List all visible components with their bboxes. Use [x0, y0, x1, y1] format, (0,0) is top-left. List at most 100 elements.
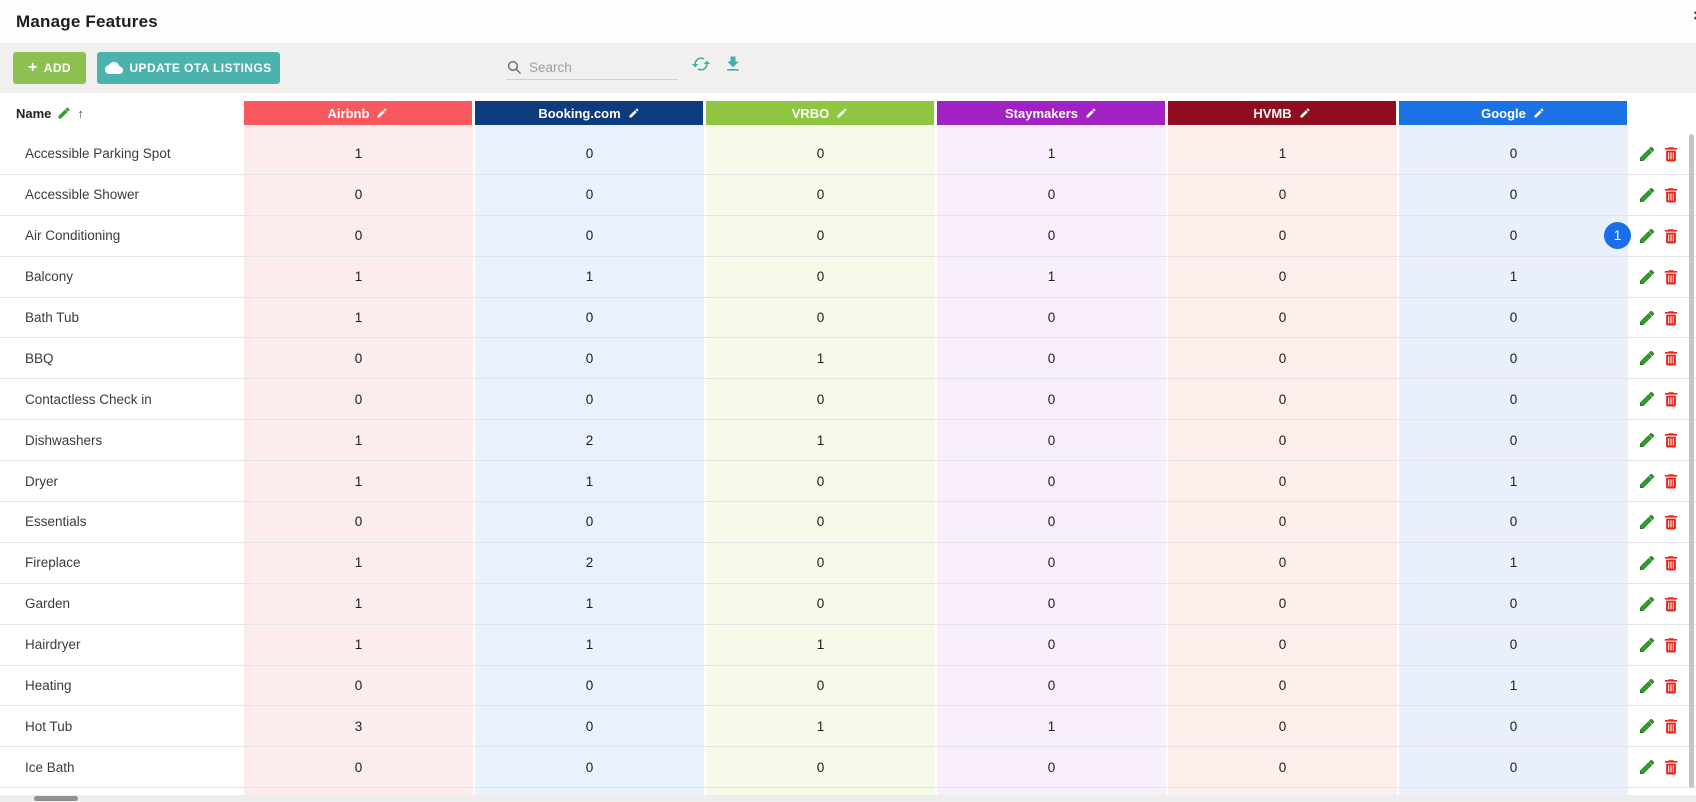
delete-row-icon[interactable] — [1662, 513, 1680, 531]
value-cell: 0 — [935, 338, 1166, 379]
update-ota-listings-button[interactable]: UPDATE OTA LISTINGS — [97, 52, 280, 84]
delete-row-icon[interactable] — [1662, 145, 1680, 163]
value-cell: 0 — [242, 379, 473, 420]
edit-row-icon[interactable] — [1638, 227, 1656, 245]
value-cell: 0 — [1397, 706, 1628, 747]
value-cell: 0 — [1166, 706, 1397, 747]
edit-column-icon[interactable] — [1533, 107, 1545, 119]
edit-column-icon[interactable] — [1085, 107, 1097, 119]
value-cell: 0 — [1397, 297, 1628, 338]
edit-row-icon[interactable] — [1638, 431, 1656, 449]
value-cell: 0 — [935, 665, 1166, 706]
delete-row-icon[interactable] — [1662, 636, 1680, 654]
edit-name-icon[interactable] — [57, 106, 71, 120]
delete-row-icon[interactable] — [1662, 431, 1680, 449]
feature-name: Bath Tub — [0, 297, 242, 338]
search-input[interactable] — [529, 60, 659, 75]
value-cell: 0 — [1166, 747, 1397, 788]
delete-row-icon[interactable] — [1662, 677, 1680, 695]
value-cell: 1 — [704, 706, 935, 747]
value-cell: 0 — [935, 502, 1166, 542]
name-column-header[interactable]: Name ↑ — [0, 101, 242, 125]
horizontal-scrollbar-thumb[interactable] — [34, 796, 78, 801]
row-actions — [1628, 256, 1696, 297]
edit-row-icon[interactable] — [1638, 309, 1656, 327]
value-cell: 0 — [935, 747, 1166, 788]
edit-column-icon[interactable] — [628, 107, 640, 119]
edit-row-icon[interactable] — [1638, 390, 1656, 408]
actions-column-header — [1628, 101, 1696, 125]
value-cell: 0 — [1166, 379, 1397, 420]
row-actions — [1628, 174, 1696, 215]
delete-row-icon[interactable] — [1662, 390, 1680, 408]
value-cell: 0 — [1166, 461, 1397, 502]
edit-row-icon[interactable] — [1638, 758, 1656, 776]
edit-row-icon[interactable] — [1638, 717, 1656, 735]
value-cell: 0 — [704, 502, 935, 542]
value-cell: 0 — [1166, 665, 1397, 706]
delete-row-icon[interactable] — [1662, 268, 1680, 286]
delete-row-icon[interactable] — [1662, 186, 1680, 204]
notification-badge: 1 — [1604, 222, 1631, 250]
column-header-google[interactable]: Google — [1397, 101, 1628, 125]
edit-row-icon[interactable] — [1638, 186, 1656, 204]
delete-row-icon[interactable] — [1662, 309, 1680, 327]
close-icon[interactable]: × — [1693, 6, 1696, 26]
edit-row-icon[interactable] — [1638, 677, 1656, 695]
value-cell: 0 — [242, 338, 473, 379]
delete-row-icon[interactable] — [1662, 554, 1680, 572]
sort-ascending-icon[interactable]: ↑ — [77, 105, 84, 121]
delete-row-icon[interactable] — [1662, 595, 1680, 613]
column-header-label: HVMB — [1253, 105, 1292, 121]
column-header-booking-com[interactable]: Booking.com — [473, 101, 704, 125]
edit-column-icon[interactable] — [1299, 107, 1311, 119]
edit-column-icon[interactable] — [836, 107, 848, 119]
refresh-icon[interactable] — [691, 54, 711, 74]
vertical-scrollbar[interactable] — [1689, 134, 1694, 788]
edit-row-icon[interactable] — [1638, 595, 1656, 613]
feature-name: Heating — [0, 665, 242, 706]
value-cell: 1 — [1397, 461, 1628, 502]
column-header-label: Staymakers — [1005, 105, 1078, 121]
row-actions — [1628, 706, 1696, 747]
column-header-vrbo[interactable]: VRBO — [704, 101, 935, 125]
edit-row-icon[interactable] — [1638, 554, 1656, 572]
delete-row-icon[interactable] — [1662, 472, 1680, 490]
value-cell: 0 — [1166, 256, 1397, 297]
edit-row-icon[interactable] — [1638, 513, 1656, 531]
edit-row-icon[interactable] — [1638, 636, 1656, 654]
update-button-label: UPDATE OTA LISTINGS — [129, 61, 272, 75]
edit-row-icon[interactable] — [1638, 472, 1656, 490]
row-actions — [1628, 624, 1696, 665]
value-cell: 0 — [935, 583, 1166, 624]
edit-row-icon[interactable] — [1638, 349, 1656, 367]
edit-row-icon[interactable] — [1638, 145, 1656, 163]
value-cell: 1 — [935, 706, 1166, 747]
edit-column-icon[interactable] — [376, 107, 388, 119]
delete-row-icon[interactable] — [1662, 227, 1680, 245]
delete-row-icon[interactable] — [1662, 349, 1680, 367]
value-cell: 0 — [1397, 215, 1628, 256]
column-header-staymakers[interactable]: Staymakers — [935, 101, 1166, 125]
delete-row-icon[interactable] — [1662, 717, 1680, 735]
edit-row-icon[interactable] — [1638, 268, 1656, 286]
column-header-airbnb[interactable]: Airbnb — [242, 101, 473, 125]
spacer-cell — [242, 125, 473, 134]
add-button[interactable]: + ADD — [13, 52, 86, 84]
download-icon[interactable] — [723, 54, 743, 74]
value-cell: 0 — [242, 215, 473, 256]
feature-name: Fireplace — [0, 542, 242, 583]
feature-name: Garden — [0, 583, 242, 624]
column-header-hvmb[interactable]: HVMB — [1166, 101, 1397, 125]
delete-row-icon[interactable] — [1662, 758, 1680, 776]
value-cell: 0 — [935, 215, 1166, 256]
value-cell: 0 — [704, 297, 935, 338]
